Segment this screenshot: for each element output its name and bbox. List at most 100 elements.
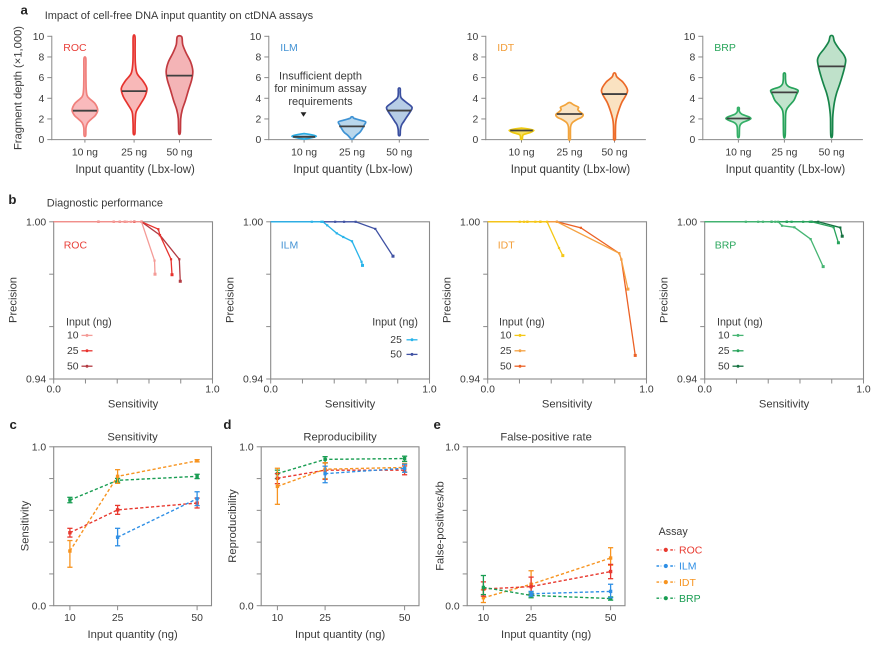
svg-text:0.94: 0.94 bbox=[460, 375, 480, 386]
svg-text:for minimum assay: for minimum assay bbox=[274, 83, 367, 95]
svg-text:25: 25 bbox=[525, 613, 537, 624]
svg-text:10 ng: 10 ng bbox=[508, 147, 534, 158]
svg-text:Reproducibility: Reproducibility bbox=[227, 489, 239, 563]
svg-text:10: 10 bbox=[250, 32, 262, 43]
svg-text:False-positives/kb: False-positives/kb bbox=[435, 481, 447, 571]
svg-text:0.0: 0.0 bbox=[445, 601, 460, 612]
svg-text:Input quantity (Lbx-low): Input quantity (Lbx-low) bbox=[511, 164, 631, 176]
svg-text:ILM: ILM bbox=[281, 239, 299, 251]
svg-text:50: 50 bbox=[67, 361, 79, 372]
svg-text:10: 10 bbox=[467, 32, 479, 43]
svg-text:25: 25 bbox=[718, 346, 730, 357]
svg-text:a: a bbox=[21, 3, 29, 18]
svg-text:Sensitivity: Sensitivity bbox=[20, 500, 32, 551]
svg-text:50 ng: 50 ng bbox=[819, 147, 845, 158]
svg-text:50 ng: 50 ng bbox=[601, 147, 627, 158]
svg-text:0: 0 bbox=[690, 135, 696, 146]
svg-text:1.00: 1.00 bbox=[677, 217, 697, 228]
svg-text:50: 50 bbox=[399, 613, 411, 624]
svg-text:0: 0 bbox=[473, 135, 479, 146]
svg-text:10: 10 bbox=[64, 613, 76, 624]
svg-text:ROC: ROC bbox=[64, 239, 88, 251]
svg-text:10: 10 bbox=[272, 613, 284, 624]
svg-text:50: 50 bbox=[718, 361, 730, 372]
svg-text:10 ng: 10 ng bbox=[72, 147, 98, 158]
svg-text:4: 4 bbox=[473, 94, 479, 105]
svg-text:Input (ng): Input (ng) bbox=[66, 317, 112, 329]
svg-text:8: 8 bbox=[39, 53, 45, 64]
svg-text:Input (ng): Input (ng) bbox=[499, 317, 545, 329]
svg-text:0: 0 bbox=[256, 135, 262, 146]
svg-text:2: 2 bbox=[39, 115, 45, 126]
svg-text:50: 50 bbox=[500, 361, 512, 372]
svg-text:25 ng: 25 ng bbox=[556, 147, 582, 158]
svg-text:25 ng: 25 ng bbox=[121, 147, 147, 158]
svg-text:50 ng: 50 ng bbox=[386, 147, 412, 158]
svg-text:25: 25 bbox=[319, 613, 331, 624]
svg-text:Input (ng): Input (ng) bbox=[717, 317, 763, 329]
svg-text:BRP: BRP bbox=[715, 239, 737, 251]
svg-text:Impact of cell-free DNA input: Impact of cell-free DNA input quantity o… bbox=[45, 10, 314, 22]
svg-text:10: 10 bbox=[684, 32, 696, 43]
svg-text:1.0: 1.0 bbox=[422, 385, 437, 396]
svg-text:0.0: 0.0 bbox=[697, 385, 712, 396]
svg-text:25: 25 bbox=[67, 346, 79, 357]
svg-text:0.0: 0.0 bbox=[239, 601, 254, 612]
svg-text:0.0: 0.0 bbox=[480, 385, 495, 396]
svg-text:c: c bbox=[10, 417, 17, 432]
svg-text:8: 8 bbox=[256, 53, 262, 64]
svg-text:10: 10 bbox=[718, 331, 730, 342]
svg-text:50: 50 bbox=[191, 613, 203, 624]
svg-text:0.0: 0.0 bbox=[32, 601, 47, 612]
svg-text:4: 4 bbox=[256, 94, 262, 105]
svg-text:Assay: Assay bbox=[659, 526, 689, 538]
svg-text:10 ng: 10 ng bbox=[291, 147, 317, 158]
svg-text:25 ng: 25 ng bbox=[771, 147, 797, 158]
svg-text:1.00: 1.00 bbox=[243, 217, 263, 228]
svg-text:BRP: BRP bbox=[714, 42, 736, 54]
svg-text:6: 6 bbox=[39, 73, 45, 84]
svg-text:6: 6 bbox=[256, 73, 262, 84]
svg-text:requirements: requirements bbox=[288, 96, 353, 108]
svg-text:10 ng: 10 ng bbox=[725, 147, 751, 158]
svg-text:Reproducibility: Reproducibility bbox=[303, 432, 377, 444]
svg-text:Precision: Precision bbox=[658, 277, 670, 323]
svg-text:0.94: 0.94 bbox=[26, 375, 46, 386]
svg-text:8: 8 bbox=[690, 53, 696, 64]
svg-text:Fragment depth (×1,000): Fragment depth (×1,000) bbox=[13, 26, 25, 150]
svg-text:0.0: 0.0 bbox=[263, 385, 278, 396]
svg-text:8: 8 bbox=[473, 53, 479, 64]
svg-text:25: 25 bbox=[112, 613, 124, 624]
svg-text:b: b bbox=[8, 192, 16, 207]
svg-text:2: 2 bbox=[473, 115, 479, 126]
svg-text:Input (ng): Input (ng) bbox=[372, 317, 418, 329]
svg-text:Sensitivity: Sensitivity bbox=[759, 398, 810, 410]
svg-text:0.94: 0.94 bbox=[677, 375, 697, 386]
svg-text:25: 25 bbox=[500, 346, 512, 357]
svg-text:Precision: Precision bbox=[7, 277, 19, 323]
svg-text:Input quantity (Lbx-low): Input quantity (Lbx-low) bbox=[293, 164, 413, 176]
svg-text:0.94: 0.94 bbox=[243, 375, 263, 386]
svg-text:50 ng: 50 ng bbox=[166, 147, 192, 158]
svg-text:1.0: 1.0 bbox=[639, 385, 654, 396]
svg-text:ILM: ILM bbox=[679, 561, 697, 573]
svg-text:1.00: 1.00 bbox=[26, 217, 46, 228]
svg-text:1.0: 1.0 bbox=[32, 442, 47, 453]
svg-text:ILM: ILM bbox=[280, 42, 298, 54]
svg-text:BRP: BRP bbox=[679, 593, 701, 605]
svg-text:IDT: IDT bbox=[679, 577, 697, 589]
svg-text:False-positive rate: False-positive rate bbox=[500, 432, 591, 444]
svg-text:1.0: 1.0 bbox=[239, 442, 254, 453]
svg-text:4: 4 bbox=[690, 94, 696, 105]
svg-text:Sensitivity: Sensitivity bbox=[542, 398, 593, 410]
svg-text:2: 2 bbox=[256, 115, 262, 126]
svg-text:10: 10 bbox=[67, 331, 79, 342]
svg-text:Input quantity (ng): Input quantity (ng) bbox=[88, 629, 178, 641]
svg-text:10: 10 bbox=[33, 32, 45, 43]
svg-text:IDT: IDT bbox=[497, 42, 515, 54]
svg-text:Input quantity (Lbx-low): Input quantity (Lbx-low) bbox=[75, 164, 195, 176]
svg-text:1.0: 1.0 bbox=[445, 442, 460, 453]
svg-text:Input quantity (Lbx-low): Input quantity (Lbx-low) bbox=[726, 164, 846, 176]
svg-text:1.0: 1.0 bbox=[205, 385, 220, 396]
svg-text:0: 0 bbox=[39, 135, 45, 146]
